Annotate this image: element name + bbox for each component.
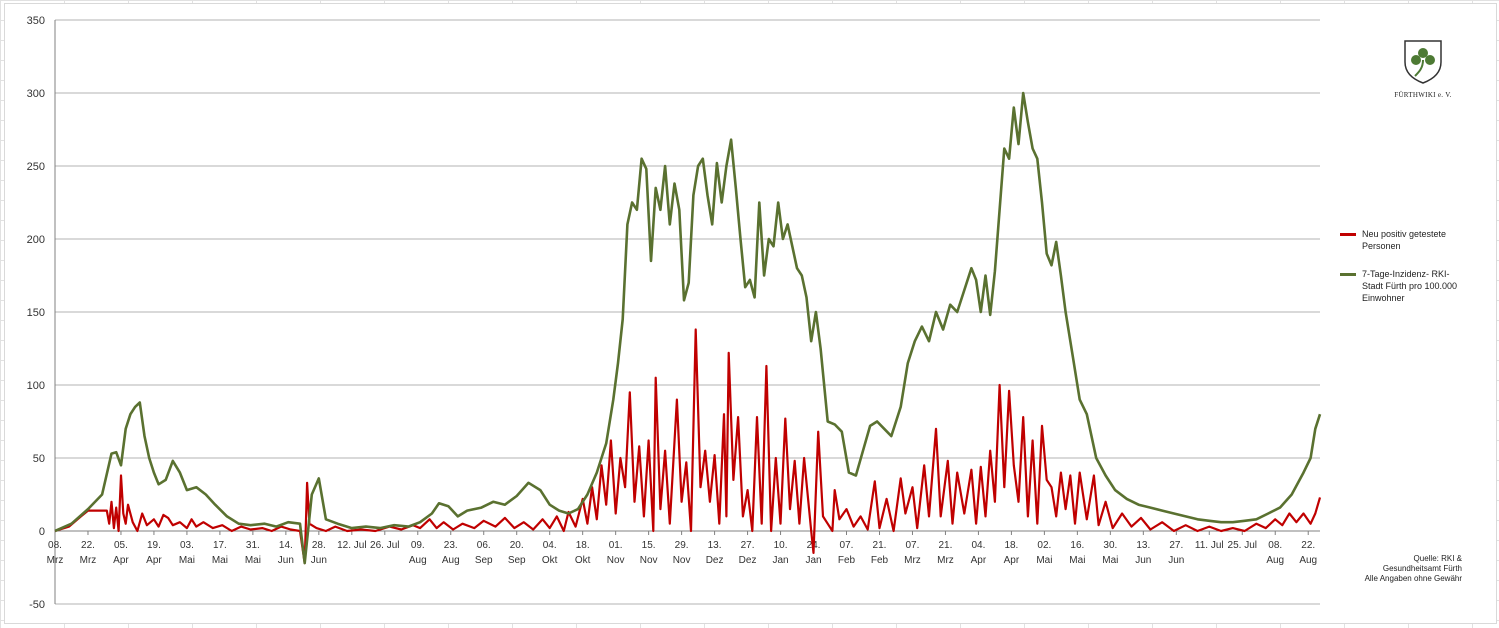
series-line-incidence [54, 91, 1322, 565]
x-tick-label: 22. [1301, 540, 1315, 551]
y-tick-label: -50 [29, 599, 45, 611]
x-tick-label-month: Apr [113, 555, 129, 566]
x-tick-label-month: Mrz [47, 555, 64, 566]
y-tick-label: 100 [27, 380, 45, 392]
source-note: Quelle: RKI & Gesundheitsamt Fürth Alle … [1350, 554, 1462, 584]
x-tick-label: 11. Jul [1195, 540, 1224, 551]
legend-label-new-cases: Neu positiv getestete Personen [1362, 229, 1447, 251]
x-tick-label-month: Feb [871, 555, 889, 566]
x-tick-label: 13. [708, 540, 722, 551]
legend-swatch-new-cases [1340, 233, 1356, 236]
x-tick-label: 04. [543, 540, 557, 551]
x-tick-label: 22. [81, 540, 95, 551]
x-tick-label-month: Mai [179, 555, 195, 566]
x-tick-label: 10. [774, 540, 788, 551]
x-tick-label: 06. [477, 540, 491, 551]
x-tick-label-month: Okt [542, 555, 558, 566]
x-tick-label-month: Aug [1266, 555, 1284, 566]
x-tick-label-month: Jun [1135, 555, 1151, 566]
x-tick-label-month: Jun [1168, 555, 1184, 566]
x-tick-label: 02. [1037, 540, 1051, 551]
x-tick-label: 07. [906, 540, 920, 551]
x-tick-label: 09. [411, 540, 425, 551]
source-line-2: Gesundheitsamt Fürth [1382, 564, 1462, 573]
y-tick-label: 250 [27, 161, 45, 173]
x-tick-label-month: Apr [971, 555, 987, 566]
x-tick-label: 04. [971, 540, 985, 551]
x-tick-label: 19. [147, 540, 161, 551]
source-line-3: Alle Angaben ohne Gewähr [1364, 574, 1462, 583]
x-tick-label: 27. [741, 540, 755, 551]
x-tick-label: 01. [609, 540, 623, 551]
y-tick-label: 50 [33, 453, 45, 465]
x-tick-label-month: Jun [278, 555, 294, 566]
y-tick-label: 300 [27, 88, 45, 100]
x-tick-label: 18. [576, 540, 590, 551]
x-tick-label-month: Mai [212, 555, 228, 566]
x-tick-label-month: Jun [311, 555, 327, 566]
x-tick-label-month: Okt [575, 555, 591, 566]
x-tick-label: 30. [1103, 540, 1117, 551]
legend: Neu positiv getestete Personen 7-Tage-In… [1340, 228, 1470, 320]
x-tick-label-month: Sep [508, 555, 526, 566]
x-tick-label: 31. [246, 540, 260, 551]
x-tick-label: 08. [1268, 540, 1282, 551]
shield-clover-icon [1404, 40, 1442, 84]
x-tick-label-month: Nov [673, 555, 691, 566]
legend-swatch-incidence [1340, 273, 1356, 276]
x-tick-label: 03. [180, 540, 194, 551]
x-tick-label-month: Mai [1036, 555, 1052, 566]
x-tick-label-month: Nov [640, 555, 658, 566]
x-tick-label-month: Feb [838, 555, 856, 566]
y-tick-label: 150 [27, 307, 45, 319]
x-tick-label: 15. [642, 540, 656, 551]
x-tick-label-month: Mai [1102, 555, 1118, 566]
x-tick-label-month: Sep [475, 555, 493, 566]
logo-text: FÜRTHWIKI e. V. [1394, 91, 1452, 99]
legend-item-new-cases: Neu positiv getestete Personen [1340, 228, 1470, 252]
x-tick-label-month: Mrz [904, 555, 921, 566]
x-tick-label-month: Apr [146, 555, 162, 566]
source-line-1: Quelle: RKI & [1413, 554, 1462, 563]
x-tick-label: 28. [312, 540, 326, 551]
x-tick-label-month: Mai [245, 555, 261, 566]
x-tick-label: 27. [1169, 540, 1183, 551]
x-tick-label-month: Mrz [937, 555, 954, 566]
y-tick-label: 200 [27, 234, 45, 246]
logo: FÜRTHWIKI e. V. [1380, 38, 1466, 99]
x-tick-label: 18. [1004, 540, 1018, 551]
x-tick-label: 05. [114, 540, 128, 551]
x-tick-label-month: Jan [805, 555, 821, 566]
x-tick-label: 20. [510, 540, 524, 551]
series-line-new-cases [54, 328, 1322, 565]
x-tick-label-month: Aug [442, 555, 460, 566]
x-tick-label-month: Apr [1004, 555, 1020, 566]
x-tick-label: 13. [1136, 540, 1150, 551]
x-tick-label: 25. Jul [1228, 540, 1257, 551]
x-tick-label-month: Mrz [80, 555, 97, 566]
legend-label-incidence: 7-Tage-Inzidenz- RKI-Stadt Fürth pro 100… [1362, 269, 1458, 303]
x-tick-label-month: Nov [607, 555, 625, 566]
x-tick-label: 16. [1070, 540, 1084, 551]
legend-item-incidence: 7-Tage-Inzidenz- RKI-Stadt Fürth pro 100… [1340, 268, 1470, 304]
x-tick-label: 21. [938, 540, 952, 551]
x-tick-label-month: Dez [739, 555, 757, 566]
x-tick-label-month: Jan [772, 555, 788, 566]
y-tick-label: 350 [27, 15, 45, 27]
x-tick-label: 07. [840, 540, 854, 551]
x-tick-label: 08. [48, 540, 62, 551]
x-tick-label-month: Dez [706, 555, 724, 566]
x-tick-label: 29. [675, 540, 689, 551]
x-tick-label: 26. Jul [370, 540, 399, 551]
x-tick-label: 14. [279, 540, 293, 551]
x-tick-label-month: Aug [1299, 555, 1317, 566]
x-tick-label: 17. [213, 540, 227, 551]
x-tick-label-month: Aug [409, 555, 427, 566]
x-tick-label: 23. [444, 540, 458, 551]
x-tick-label: 21. [873, 540, 887, 551]
y-tick-label: 0 [39, 526, 45, 538]
x-tick-label-month: Mai [1069, 555, 1085, 566]
x-tick-label: 12. Jul [337, 540, 366, 551]
